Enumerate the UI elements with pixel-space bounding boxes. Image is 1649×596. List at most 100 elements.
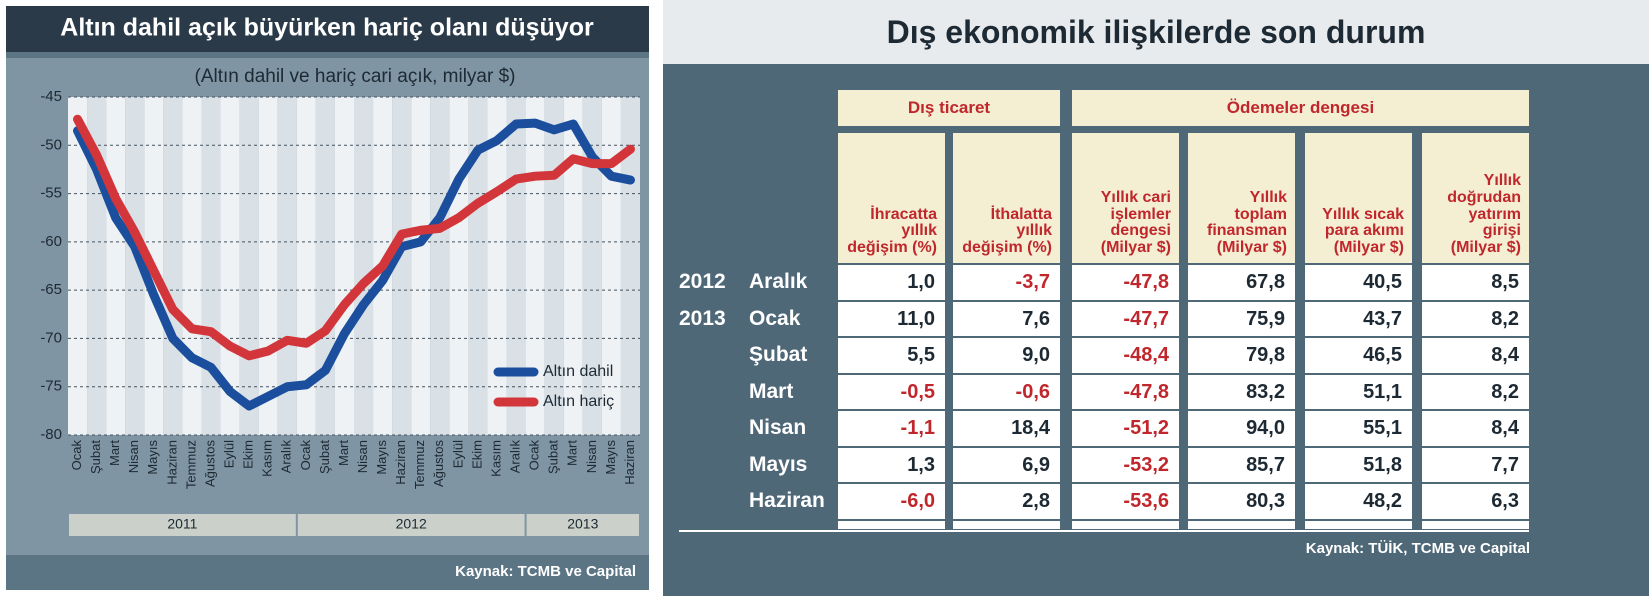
band-stripe (411, 97, 431, 435)
table-cell: 6,3 (1422, 484, 1529, 521)
band-stripe (582, 97, 602, 435)
x-tick-label: Nisan (126, 440, 141, 473)
table-cell: 46,5 (1305, 338, 1412, 375)
band-stripe (106, 97, 126, 435)
x-tick-label: Ocak (298, 440, 313, 471)
y-tick-label: -80 (40, 426, 62, 443)
y-tick-label: -60 (40, 233, 62, 250)
band-stripe (544, 97, 564, 435)
table-cell: 8,4 (1422, 411, 1529, 448)
y-tick-label: -45 (40, 88, 62, 105)
table-cell: 1,3 (838, 447, 945, 484)
table-cell: 75,9 (1188, 301, 1295, 338)
table-cell: 80,3 (1188, 484, 1295, 521)
column-header: İthalatta yıllık değişim (%) (953, 133, 1060, 263)
group-header: Dış ticaret (838, 90, 1060, 126)
y-tick-label: -75 (40, 378, 62, 395)
band-stripe (449, 97, 469, 435)
x-tick-label: Eylül (450, 440, 465, 468)
row-month: Şubat (749, 343, 808, 366)
table-cell: 51,1 (1305, 374, 1412, 411)
band-stripe (354, 97, 374, 435)
x-tick-label: Şubat (546, 440, 561, 474)
y-tick-label: -50 (40, 136, 62, 153)
title-bar (6, 6, 649, 52)
band-stripe (525, 97, 545, 435)
band-stripe (296, 97, 316, 435)
x-tick-label: Ocak (69, 440, 84, 471)
x-tick-label: Haziran (164, 440, 179, 485)
x-tick-label: Mart (565, 440, 580, 466)
group-header: Ödemeler dengesi (1072, 90, 1529, 126)
table-cell: 94,0 (1188, 411, 1295, 448)
table-cell: 6,9 (953, 447, 1060, 484)
band-stripe (315, 97, 335, 435)
table-cell: 8,2 (1422, 301, 1529, 338)
band-stripe (334, 97, 354, 435)
band-stripe (392, 97, 412, 435)
table-cell: 51,8 (1305, 447, 1412, 484)
table-cell: -47,7 (1072, 301, 1179, 338)
table-cell: -3,7 (953, 265, 1060, 302)
x-tick-label: Haziran (622, 440, 637, 485)
row-month: Mayıs (749, 452, 808, 476)
table-cell: 48,2 (1305, 484, 1412, 521)
row-month: Nisan (749, 416, 807, 439)
table-cell: -6,0 (838, 484, 945, 521)
table-panel: Dış ekonomik ilişkilerde son durum Dış t… (663, 0, 1649, 596)
row-month: Aralık (749, 270, 808, 293)
table-cell: 1,0 (838, 265, 945, 302)
table-cell: 7,6 (953, 301, 1060, 338)
year-band (526, 514, 639, 536)
chart-title: Altın dahil açık büyürken hariç olanı dü… (60, 14, 594, 42)
table-cell: 55,1 (1305, 411, 1412, 448)
x-tick-label: Ağustos (202, 440, 217, 487)
table-cell: 40,5 (1305, 265, 1412, 302)
column-header: İhracatta yıllık değişim (%) (838, 133, 945, 263)
x-tick-label: Ekim (469, 440, 484, 469)
table-cell: 18,4 (953, 411, 1060, 448)
column-header: Yıllık sıcak para akımı (Milyar $) (1305, 133, 1412, 263)
year-label: 2012 (396, 516, 427, 532)
band-stripe (277, 97, 297, 435)
band-stripe (468, 97, 488, 435)
table-cell: -0,6 (953, 374, 1060, 411)
x-tick-label: Kasım (260, 440, 275, 477)
band-stripe (201, 97, 221, 435)
row-month: Mart (749, 379, 794, 403)
x-tick-label: Mart (107, 440, 122, 466)
row-month: Ocak (749, 306, 801, 330)
band-stripe (563, 97, 583, 435)
source: Kaynak: TCMB ve Capital (455, 563, 636, 580)
table-cell: -51,2 (1072, 411, 1179, 448)
source: Kaynak: TÜİK, TCMB ve Capital (1305, 540, 1530, 557)
year-band (69, 514, 296, 536)
table-cell: 85,7 (1188, 447, 1295, 484)
x-tick-label: Aralık (279, 440, 294, 474)
x-tick-label: Şubat (317, 440, 332, 474)
table-cell: 2,8 (953, 484, 1060, 521)
year-band (297, 514, 525, 536)
chart-subtitle: (Altın dahil ve hariç cari açık, milyar … (195, 66, 516, 87)
x-tick-label: Mart (336, 440, 351, 466)
band-stripe (487, 97, 507, 435)
table-cell: 83,2 (1188, 374, 1295, 411)
table-cell: 67,8 (1188, 265, 1295, 302)
row-year: 2012 (679, 270, 726, 293)
table-cell: -0,5 (838, 374, 945, 411)
table-cell: 79,8 (1188, 338, 1295, 375)
x-tick-label: Eylül (222, 440, 237, 468)
x-tick-label: Ocak (527, 440, 542, 471)
table-cell: 8,5 (1422, 265, 1529, 302)
legend-label: Altın dahil (543, 363, 613, 380)
column-header: Yıllık cari işlemler dengesi (Milyar $) (1072, 133, 1179, 263)
table-cell: 11,0 (838, 301, 945, 338)
year-label: 2011 (167, 516, 197, 532)
table-cell: 43,7 (1305, 301, 1412, 338)
table-cell: -53,6 (1072, 484, 1179, 521)
table-cell: -1,1 (838, 411, 945, 448)
x-tick-label: Nisan (584, 440, 599, 473)
x-tick-label: Şubat (88, 440, 103, 474)
band-stripe (601, 97, 621, 435)
